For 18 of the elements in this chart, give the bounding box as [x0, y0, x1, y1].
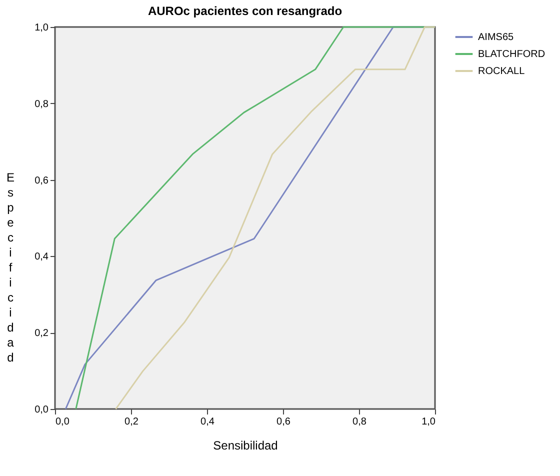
x-axis-title: Sensibilidad — [213, 438, 278, 452]
legend-label: AIMS65 — [478, 32, 514, 43]
x-tick-label: 1,0 — [422, 416, 436, 428]
x-tick-label: 0,2 — [124, 416, 139, 428]
x-tick-label: 0,4 — [200, 416, 215, 428]
legend-label: ROCKALL — [478, 66, 526, 77]
y-tick-label: 0,8 — [34, 98, 49, 110]
text: Especificidad — [6, 170, 15, 364]
x-tick-label: 0,8 — [352, 416, 367, 428]
x-tick-label: 0,6 — [276, 416, 291, 428]
legend-label: BLATCHFORD — [478, 49, 546, 60]
y-tick-label: 0,4 — [34, 252, 49, 263]
y-tick-label: 0,6 — [34, 175, 49, 186]
y-tick-label: 0,0 — [34, 404, 49, 416]
y-tick-label: 1,0 — [34, 22, 49, 34]
x-tick-label: 0,0 — [56, 416, 70, 428]
y-tick-label: 0,2 — [34, 328, 49, 340]
chart-title: AUROc pacientes con resangrado — [148, 4, 342, 18]
